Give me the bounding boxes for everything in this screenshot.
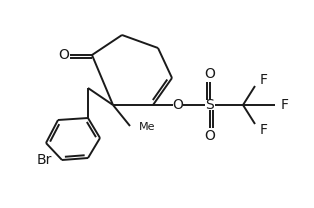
Text: O: O (173, 98, 183, 112)
Text: F: F (260, 123, 268, 137)
Text: F: F (260, 73, 268, 87)
Text: O: O (204, 129, 215, 143)
Text: O: O (59, 48, 69, 62)
Text: F: F (281, 98, 289, 112)
Text: Br: Br (36, 153, 52, 167)
Text: O: O (204, 67, 215, 81)
Text: S: S (206, 98, 214, 112)
Text: Me: Me (139, 122, 155, 132)
